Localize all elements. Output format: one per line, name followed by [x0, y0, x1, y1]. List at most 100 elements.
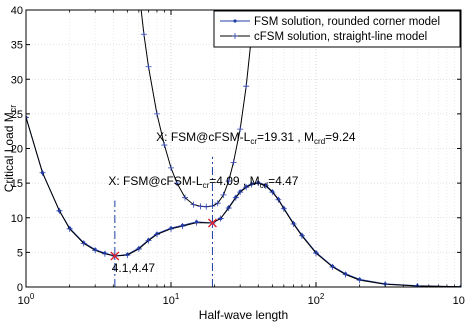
data-point	[243, 83, 250, 90]
data-point	[153, 231, 160, 238]
data-point	[342, 271, 349, 278]
data-point	[329, 263, 336, 270]
x-tick-label-base: 10	[308, 295, 320, 307]
data-point	[243, 184, 250, 191]
x-tick-label-base: 10	[163, 295, 175, 307]
data-point	[298, 232, 305, 239]
annotation-part: X: FSM@cFSM-L	[108, 174, 203, 188]
legend-marker	[232, 33, 238, 39]
data-point	[182, 194, 189, 201]
data-point	[356, 277, 363, 284]
annotation-part: =19.31 , M	[257, 130, 314, 144]
data-point	[225, 205, 232, 212]
annotation-label: 4.1,4.47	[112, 261, 156, 275]
vline-layer	[114, 156, 213, 287]
grid	[25, 9, 461, 288]
data-point	[217, 215, 224, 222]
annotation-layer: X: FSM@cFSM-Lcr=4.09 , Mcrl=4.47X: FSM@c…	[108, 130, 355, 275]
annotation-part: X: FSM@cFSM-L	[156, 130, 251, 144]
y-tick-label: 15	[11, 178, 23, 190]
data-point	[269, 189, 276, 196]
data-point	[92, 247, 99, 254]
annotation-part: 4.1,4.47	[112, 261, 156, 275]
x-tick-label-exp: 0	[30, 292, 35, 301]
data-point	[214, 200, 221, 207]
data-point	[140, 31, 147, 38]
x-tick-label-base: 10	[18, 295, 30, 307]
data-point	[39, 169, 46, 176]
y-tick-label: 25	[11, 109, 23, 121]
data-point	[190, 201, 197, 208]
x-tick-label: 101	[163, 292, 180, 307]
annotation-part: cr	[250, 137, 257, 146]
marker-layer	[110, 218, 217, 261]
data-point	[237, 126, 244, 133]
data-point	[80, 240, 87, 247]
critical-point-marker	[207, 218, 217, 228]
data-point	[168, 225, 174, 232]
tick-layer: 0510152025303540100101102103	[11, 5, 465, 307]
y-tick-label: 35	[11, 40, 23, 52]
data-point	[275, 196, 282, 203]
data-point	[237, 189, 244, 196]
annotation-part: =4.09 , M	[209, 174, 259, 188]
data-point	[26, 114, 29, 121]
annotation-part: crd	[314, 137, 325, 146]
x-tick-label: 102	[308, 292, 325, 307]
data-point	[124, 252, 131, 259]
y-axis-label-main: Critical Load M	[2, 112, 16, 192]
series-line	[26, 117, 461, 287]
y-axis-label-sub: cr	[8, 105, 18, 113]
x-axis-label: Half-wave length	[199, 308, 288, 322]
data-point	[225, 178, 232, 185]
data-point	[179, 223, 186, 230]
y-tick-label: 40	[11, 5, 23, 17]
y-tick-label: 20	[11, 144, 23, 156]
data-point	[101, 250, 108, 257]
annotation-part: cr	[203, 181, 210, 190]
data-point	[56, 207, 63, 214]
annotation-part: crl	[260, 181, 269, 190]
legend-entry: FSM solution, rounded corner model	[220, 16, 440, 28]
data-point	[313, 250, 319, 257]
data-point	[161, 142, 168, 149]
x-tick-label-exp: 1	[175, 292, 180, 301]
data-point	[230, 159, 237, 166]
data-point	[280, 205, 287, 212]
data-point	[203, 203, 210, 210]
data-point	[135, 245, 142, 252]
data-point	[255, 180, 262, 187]
data-point	[174, 180, 181, 187]
legend-marker	[233, 19, 237, 23]
data-point	[153, 110, 160, 117]
legend-box	[213, 10, 461, 48]
y-axis-label: Critical Load Mcr	[2, 105, 18, 193]
legend-label: FSM solution, rounded corner model	[254, 16, 440, 28]
data-point	[168, 164, 174, 171]
legend-label: cFSM solution, straight-line model	[254, 31, 427, 43]
x-tick-label: 100	[18, 292, 35, 307]
y-tick-label: 0	[17, 282, 23, 294]
y-tick-label: 5	[17, 247, 23, 259]
y-tick-label: 10	[11, 213, 23, 225]
y-tick-label: 30	[11, 74, 23, 86]
data-point	[197, 203, 204, 210]
data-point	[290, 220, 297, 227]
x-tick-label-exp: 2	[320, 292, 325, 301]
x-tick-label: 103	[453, 292, 465, 307]
x-tick-label-base: 10	[453, 295, 465, 307]
annotation-label: X: FSM@cFSM-Lcr=4.09 , Mcrl=4.47	[108, 174, 298, 190]
legend: FSM solution, rounded corner model cFSM s…	[213, 10, 461, 48]
data-point	[220, 191, 227, 198]
data-point	[145, 63, 152, 70]
annotation-part: =4.47	[268, 174, 299, 188]
data-point	[262, 182, 269, 189]
data-point	[145, 237, 152, 244]
data-point	[232, 194, 239, 201]
data-point	[193, 219, 200, 226]
legend-entry: cFSM solution, straight-line model	[220, 31, 427, 43]
annotation-label: X: FSM@cFSM-Lcr=19.31 , Mcrd=9.24	[156, 130, 356, 146]
data-point	[66, 225, 73, 232]
critical-point-marker	[110, 251, 120, 261]
data-point	[248, 181, 255, 188]
